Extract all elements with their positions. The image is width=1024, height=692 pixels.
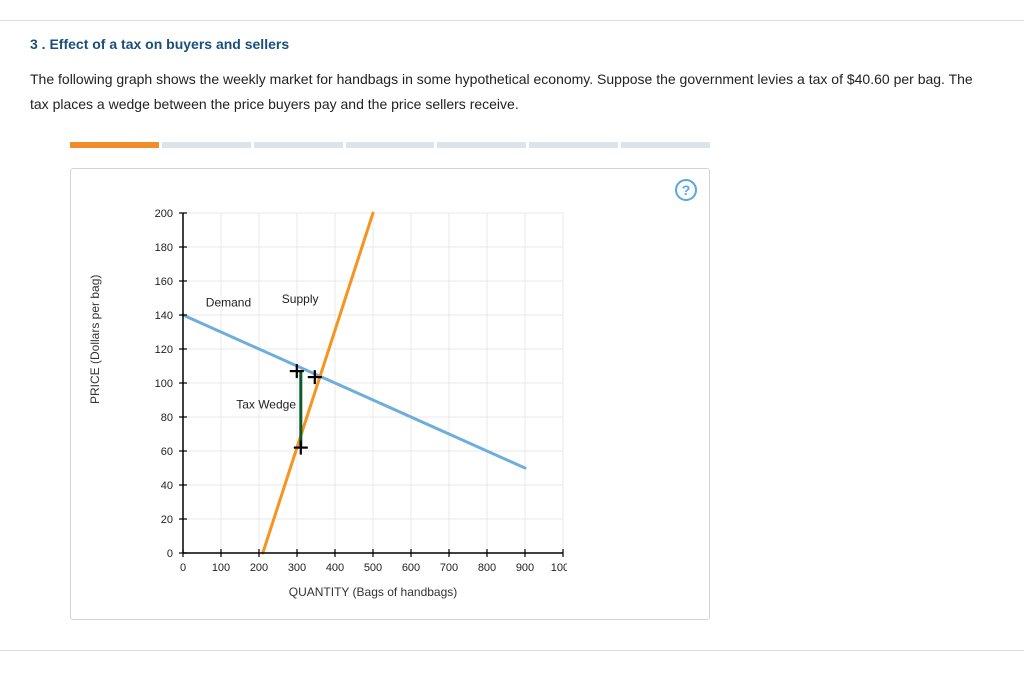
svg-text:500: 500 [364, 562, 382, 574]
svg-text:100: 100 [212, 562, 230, 574]
top-divider [0, 20, 1024, 21]
question-description: The following graph shows the weekly mar… [30, 67, 994, 117]
svg-text:200: 200 [250, 562, 268, 574]
svg-text:Supply: Supply [282, 292, 319, 306]
svg-text:Demand: Demand [206, 296, 251, 310]
chart-plot[interactable]: DemandSupplyTax Wedge0100200300400500600… [151, 209, 679, 579]
svg-text:160: 160 [155, 276, 173, 288]
svg-text:600: 600 [402, 562, 420, 574]
question-title-text: Effect of a tax on buyers and sellers [49, 36, 289, 52]
svg-text:140: 140 [155, 310, 173, 322]
question-title: 3 . Effect of a tax on buyers and seller… [30, 36, 994, 52]
chart-svg[interactable]: DemandSupplyTax Wedge0100200300400500600… [151, 209, 567, 579]
progress-segment [346, 142, 435, 148]
help-icon[interactable]: ? [675, 179, 697, 201]
svg-text:40: 40 [161, 480, 173, 492]
x-axis-label: QUANTITY (Bags of handbags) [183, 585, 563, 599]
svg-text:180: 180 [155, 242, 173, 254]
svg-text:60: 60 [161, 446, 173, 458]
svg-text:0: 0 [167, 548, 173, 560]
progress-segment [437, 142, 526, 148]
progress-segment [621, 142, 710, 148]
svg-text:0: 0 [180, 562, 186, 574]
svg-text:80: 80 [161, 412, 173, 424]
svg-text:1000: 1000 [551, 562, 567, 574]
chart-wrap: PRICE (Dollars per bag) DemandSupplyTax … [101, 209, 679, 599]
question-number: 3 [30, 36, 38, 52]
progress-segment [529, 142, 618, 148]
svg-text:100: 100 [155, 378, 173, 390]
svg-text:Tax Wedge: Tax Wedge [236, 398, 296, 412]
progress-segment [162, 142, 251, 148]
svg-text:900: 900 [516, 562, 534, 574]
svg-text:200: 200 [155, 209, 173, 220]
progress-bar [70, 142, 710, 148]
chart-panel: ? PRICE (Dollars per bag) Demand Supply Ta… [70, 168, 710, 620]
bottom-divider [0, 650, 1024, 651]
progress-segment [254, 142, 343, 148]
svg-text:300: 300 [288, 562, 306, 574]
svg-text:20: 20 [161, 514, 173, 526]
svg-text:120: 120 [155, 344, 173, 356]
svg-text:800: 800 [478, 562, 496, 574]
svg-text:700: 700 [440, 562, 458, 574]
svg-text:400: 400 [326, 562, 344, 574]
progress-segment [70, 142, 159, 148]
y-axis-label: PRICE (Dollars per bag) [88, 275, 102, 404]
